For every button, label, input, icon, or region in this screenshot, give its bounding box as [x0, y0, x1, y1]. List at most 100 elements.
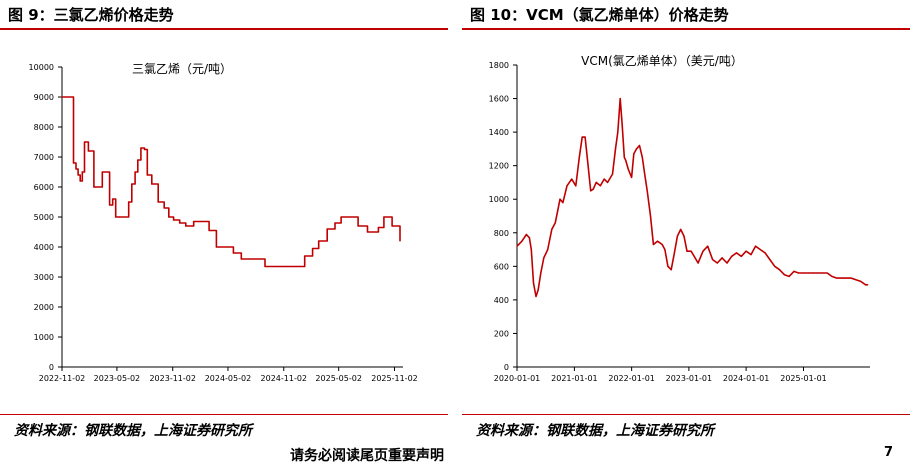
data-point	[611, 173, 614, 175]
data-point	[571, 178, 573, 180]
data-point	[783, 274, 785, 276]
figure-9-source-rule	[0, 414, 448, 415]
y-tick-label: 800	[494, 229, 509, 238]
data-point	[631, 176, 633, 178]
data-point	[61, 96, 63, 98]
data-point	[726, 262, 728, 264]
data-point	[391, 225, 393, 227]
data-point	[652, 243, 654, 246]
data-point	[812, 272, 814, 274]
y-tick-label: 1200	[489, 162, 509, 171]
data-point	[764, 252, 766, 254]
data-point	[619, 98, 621, 100]
data-point	[179, 222, 181, 224]
data-point	[532, 282, 535, 284]
data-point	[656, 240, 659, 242]
data-point	[590, 190, 592, 192]
data-point	[516, 245, 518, 247]
data-point	[769, 259, 771, 261]
data-point	[83, 141, 86, 143]
y-tick-label: 1600	[489, 95, 509, 104]
data-point	[81, 171, 83, 173]
data-point	[79, 180, 81, 182]
y-tick-label: 1000	[489, 195, 509, 204]
y-tick-label: 0	[504, 363, 509, 372]
data-point	[75, 168, 77, 170]
figure-9-source: 资料来源：钢联数据，上海证券研究所	[14, 423, 252, 439]
data-point	[357, 225, 359, 227]
data-point	[750, 254, 752, 256]
data-point	[109, 204, 111, 206]
y-tick-label: 9000	[34, 93, 54, 102]
y-tick-label: 10000	[29, 63, 54, 72]
data-point	[759, 249, 761, 251]
data-point	[850, 277, 852, 279]
data-point	[603, 178, 605, 180]
data-point	[607, 181, 609, 183]
figure-10-heading-rule	[462, 28, 910, 30]
data-point	[680, 228, 682, 230]
data-point	[232, 252, 234, 254]
data-point	[128, 201, 130, 203]
x-tick-label: 2024-05-02	[205, 374, 252, 383]
data-point	[641, 156, 643, 158]
data-point	[599, 185, 601, 187]
data-point	[860, 280, 862, 282]
data-point	[817, 272, 819, 274]
data-point	[694, 257, 696, 259]
data-point	[673, 252, 675, 254]
data-point	[667, 265, 669, 267]
data-point	[635, 148, 638, 150]
data-point	[617, 131, 619, 133]
figure-10-source-rule	[462, 414, 910, 415]
data-point	[72, 162, 75, 164]
data-point	[683, 235, 685, 237]
vcm-price-chart: 0 200 400 600 800 1000 1200 1400 1600 1800 2020-01…	[489, 54, 870, 383]
data-point	[312, 247, 314, 250]
data-point	[535, 295, 537, 298]
x-tick-label: 2025-05-02	[315, 374, 362, 383]
data-point	[845, 277, 847, 279]
figure-9-heading-rule	[0, 28, 448, 30]
data-point	[326, 228, 328, 230]
data-point	[525, 233, 527, 236]
data-point	[807, 272, 809, 274]
x-tick-label: 2025-11-02	[371, 374, 418, 383]
data-point	[280, 265, 282, 268]
y-tick-label: 8000	[34, 123, 54, 132]
data-point	[802, 272, 805, 274]
data-point	[530, 249, 532, 251]
data-point	[304, 255, 306, 257]
data-point	[543, 257, 545, 259]
chart-title: 三氯乙烯（元/吨）	[132, 62, 232, 76]
y-tick-label: 7000	[34, 153, 54, 162]
data-point	[575, 185, 577, 187]
x-tick-label: 2021-01-01	[551, 374, 598, 383]
data-point	[754, 245, 757, 247]
data-point	[554, 222, 556, 224]
data-point	[865, 284, 867, 286]
data-point	[707, 245, 709, 247]
data-point	[143, 148, 146, 151]
y-tick-label: 600	[494, 262, 509, 271]
data-point	[623, 156, 625, 158]
data-point	[798, 272, 800, 274]
data-point	[95, 186, 97, 188]
data-point	[264, 265, 266, 268]
x-tick-label: 2022-11-02	[39, 374, 86, 383]
x-tick-label: 2023-01-01	[666, 374, 713, 383]
data-point	[146, 174, 148, 176]
data-point	[793, 270, 795, 272]
y-tick-label: 3000	[34, 273, 54, 282]
data-point	[621, 123, 623, 125]
data-point	[540, 272, 542, 274]
data-point	[788, 275, 790, 277]
data-point	[745, 250, 747, 252]
data-point	[649, 215, 652, 217]
data-point	[836, 277, 838, 279]
data-point	[826, 272, 828, 274]
data-point	[131, 183, 133, 185]
data-point	[118, 216, 120, 218]
y-tick-label: 1800	[489, 61, 509, 70]
data-point	[399, 240, 401, 242]
